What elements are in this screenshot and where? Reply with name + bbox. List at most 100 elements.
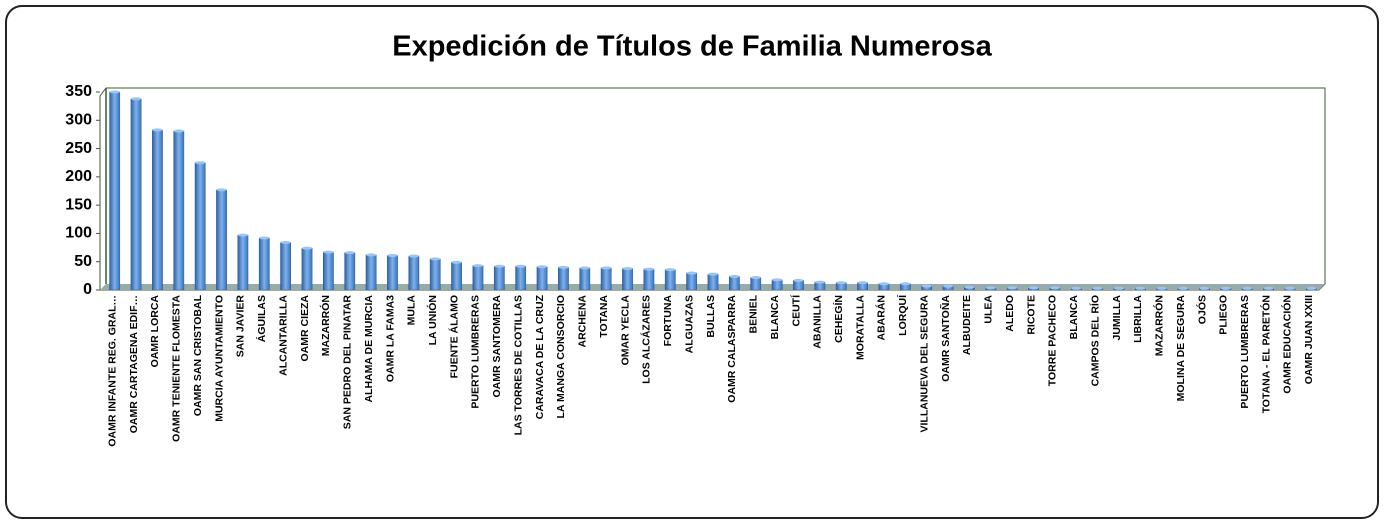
x-tick-label: MAZARRÓN [1153, 295, 1166, 356]
x-tick-label: LORQUÍ [896, 294, 909, 336]
x-tick-label: OAMR CARTAGENA EDIF… [128, 295, 140, 433]
bar [622, 268, 633, 291]
x-tick-label: BLANCA [1068, 295, 1080, 340]
x-tick-label: LAS TORRES DE COTILLAS [512, 295, 524, 435]
bar [173, 130, 185, 291]
bar-top [344, 251, 355, 255]
bar-top [1071, 286, 1082, 290]
bar-top [1028, 286, 1039, 290]
x-tick-label: OAMR CALASPARRA [726, 295, 738, 403]
bar [579, 267, 591, 291]
x-tick-label: MOLINA DE SEGURA [1175, 295, 1187, 402]
bar [771, 279, 783, 291]
bar-top [387, 253, 398, 257]
bar-top [536, 265, 548, 269]
bar-top [793, 278, 804, 282]
bar-top [1284, 286, 1296, 290]
x-tick-label: OAMR TENIENTE FLOMESTA [171, 295, 183, 442]
bar [429, 258, 441, 291]
bar-top [579, 266, 590, 270]
x-tick-label: ALGUAZAS [683, 295, 695, 353]
x-tick-label: MURCIA AYUNTAMIENTO [213, 295, 225, 422]
frame [5, 5, 1379, 519]
bar [152, 129, 163, 291]
x-tick-label: FUENTE ÁLAMO [447, 295, 460, 378]
y-tick-label: 250 [65, 140, 92, 157]
bar-top [408, 254, 419, 258]
x-tick-label: BENIEL [748, 294, 760, 333]
bar-top [1049, 286, 1061, 290]
x-tick-label: ULEA [983, 295, 995, 324]
x-tick-label: CEUTÍ [789, 294, 802, 327]
y-tick-label: 50 [74, 253, 92, 270]
x-tick-label: LA MANGA CONSORCIO [555, 295, 567, 418]
x-tick-label: OAMR LA FAMA3 [384, 295, 396, 382]
bar [322, 251, 334, 291]
x-tick-label: ABARÁN [875, 295, 888, 341]
bar [109, 91, 121, 291]
x-tick-label: TOTANA [598, 295, 610, 338]
bar-top [814, 280, 825, 284]
x-tick-label: CEHEGÍN [832, 295, 845, 343]
x-tick-label: OAMR LORCA [149, 295, 161, 368]
bar-top [771, 278, 783, 282]
bar-top [451, 260, 462, 264]
bar-top [1199, 286, 1210, 290]
x-tick-label: PUERTO LUMBRERAS [1239, 295, 1251, 409]
x-tick-label: BULLAS [705, 295, 717, 338]
bar-top [707, 272, 719, 276]
x-tick-label: RICOTE [1025, 295, 1037, 335]
chart-title: Expedición de Títulos de Familia Numeros… [392, 31, 992, 63]
y-tick-label: 0 [83, 281, 92, 298]
bar [365, 254, 377, 291]
bar-top [1092, 286, 1103, 290]
bar-top [130, 97, 142, 101]
x-tick-label: MULA [406, 295, 418, 326]
bar [237, 234, 249, 291]
x-tick-label: OAMR SANTOMERA [491, 295, 503, 398]
bar-top [259, 236, 270, 240]
bar-top [365, 253, 377, 257]
bar-top [643, 267, 655, 271]
x-tick-label: VILLANUEVA DEL SEGURA [918, 295, 930, 433]
x-tick-label: PUERTO LUMBRERAS [470, 295, 482, 409]
bar-top [921, 284, 932, 288]
bar-top [836, 281, 847, 285]
y-tick-label: 300 [65, 112, 92, 129]
bar [387, 255, 398, 291]
x-tick-label: FORTUNA [662, 295, 674, 347]
x-tick-label: ALBUDEITE [961, 295, 973, 355]
bar-top [472, 264, 484, 268]
bar-top [173, 129, 184, 133]
bar-top [1242, 286, 1253, 290]
bar [728, 276, 740, 291]
bar [643, 268, 655, 291]
bar [451, 262, 462, 291]
bar-top [729, 274, 740, 278]
x-tick-label: OAMR INFANTE REG. GRAL… [106, 295, 118, 447]
bar-top [686, 271, 697, 275]
x-tick-label: LIBRILLA [1132, 295, 1144, 343]
bar-top [1135, 286, 1146, 290]
y-tick-label: 350 [65, 83, 92, 100]
bar [194, 162, 206, 291]
x-tick-label: OAMR EDUCACIÓN [1281, 295, 1294, 394]
x-tick-label: TORRE PACHECO [1047, 295, 1059, 386]
bar-top [1263, 286, 1274, 290]
bar [408, 255, 420, 291]
bar-top [964, 285, 975, 289]
bar [130, 98, 142, 291]
x-tick-label: LOS ALCÁZARES [640, 295, 653, 384]
bar-top [216, 188, 227, 192]
x-tick-label: BLANCA [769, 295, 781, 340]
bar-top [665, 268, 676, 272]
bar-top [237, 233, 249, 237]
x-tick-label: CARAVACA DE LA CRUZ [534, 294, 546, 419]
bar-top [1156, 286, 1167, 290]
bar-top [985, 286, 996, 290]
bar [344, 252, 356, 291]
x-tick-label: PLIEGO [1218, 295, 1230, 335]
x-tick-label: SAN JAVIER [235, 295, 247, 358]
x-tick-label: CAMPOS DEL RÍO [1088, 295, 1101, 386]
